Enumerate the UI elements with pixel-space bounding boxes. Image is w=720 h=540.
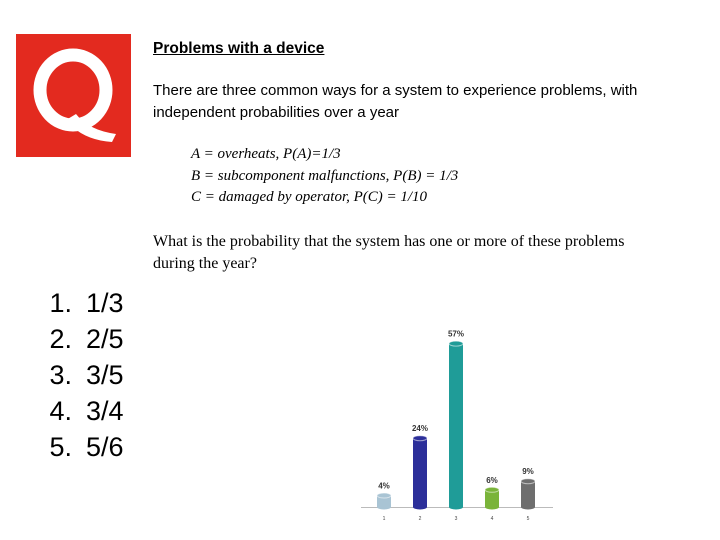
- answer-text: 2/5: [86, 324, 124, 354]
- answer-option-1[interactable]: 1. 1/3: [30, 285, 124, 321]
- bar-4: [485, 489, 499, 507]
- answer-number: 2.: [49, 324, 72, 354]
- answer-text: 1/3: [86, 288, 124, 318]
- answer-list: 1. 1/3 2. 2/5 3. 3/5 4. 3/4 5. 5/6: [30, 285, 124, 465]
- data-label-3: 57%: [448, 330, 464, 339]
- answer-option-3[interactable]: 3. 3/5: [30, 357, 124, 393]
- answer-text: 3/5: [86, 360, 124, 390]
- answer-option-4[interactable]: 4. 3/4: [30, 393, 124, 429]
- answer-number: 5.: [49, 432, 72, 462]
- bar-top-5: [520, 478, 536, 485]
- answer-number: 3.: [49, 360, 72, 390]
- x-tick-label-1: 1: [383, 516, 386, 522]
- bar-5: [521, 481, 535, 507]
- bar-base-3: [449, 504, 463, 510]
- answer-option-2[interactable]: 2. 2/5: [30, 321, 124, 357]
- question-text: What is the probability that the system …: [153, 233, 625, 272]
- definition-a: A = overheats, P(A)=1/3: [191, 146, 341, 162]
- x-tick-label-2: 2: [419, 516, 422, 522]
- bar-base-1: [377, 504, 391, 510]
- slide-title: Problems with a device: [153, 40, 325, 57]
- bar-top-4: [484, 486, 500, 493]
- bar-1: [377, 495, 391, 507]
- answer-number: 1.: [49, 288, 72, 318]
- answer-text: 5/6: [86, 432, 124, 462]
- bar-top-1: [376, 492, 392, 499]
- bar-2: [413, 438, 427, 507]
- data-label-4: 6%: [486, 476, 498, 485]
- x-tick-label-3: 3: [455, 516, 458, 522]
- definition-b: B = subcomponent malfunctions, P(B) = 1/…: [191, 167, 459, 184]
- definition-c: C = damaged by operator, P(C) = 1/10: [191, 189, 428, 205]
- response-bar-chart: 4% 1 24% 2 57% 3 6% 4 9% 5: [361, 330, 553, 522]
- x-tick-label-5: 5: [527, 516, 530, 522]
- bar-base-5: [521, 504, 535, 510]
- answer-number: 4.: [49, 396, 72, 426]
- q-logo-icon: [33, 48, 116, 142]
- intro-text: There are three common ways for a system…: [153, 82, 638, 121]
- data-label-1: 4%: [378, 482, 390, 491]
- answer-text: 3/4: [86, 396, 124, 426]
- bar-base-4: [485, 504, 499, 510]
- bar-top-3: [448, 340, 464, 347]
- bar-top-2: [412, 435, 428, 442]
- answer-option-5[interactable]: 5. 5/6: [30, 429, 124, 465]
- data-label-5: 9%: [522, 467, 534, 476]
- q-logo: [16, 34, 131, 157]
- x-tick-label-4: 4: [491, 516, 494, 522]
- bar-base-2: [413, 504, 427, 510]
- definitions: A = overheats, P(A)=1/3 B = subcomponent…: [191, 144, 458, 209]
- bar-3: [449, 343, 463, 507]
- data-label-2: 24%: [412, 424, 428, 433]
